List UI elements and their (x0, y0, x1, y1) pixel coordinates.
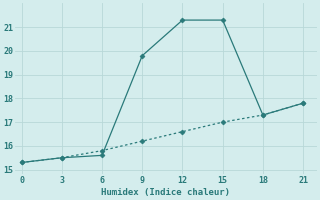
X-axis label: Humidex (Indice chaleur): Humidex (Indice chaleur) (101, 188, 230, 197)
